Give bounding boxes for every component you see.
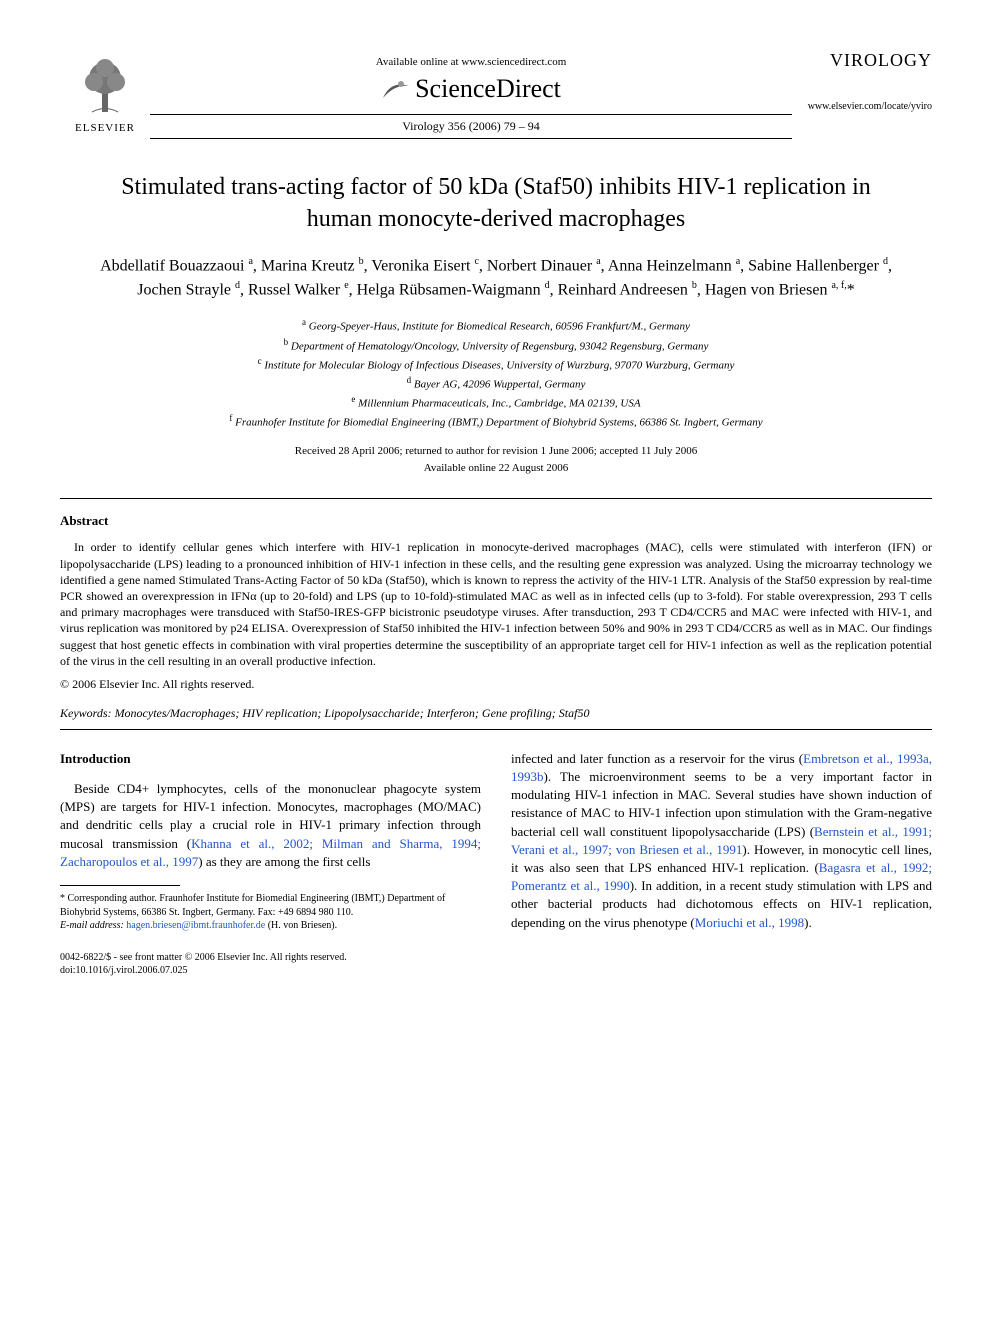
online-date: Available online 22 August 2006	[60, 460, 932, 477]
intro-paragraph-right: infected and later function as a reservo…	[511, 750, 932, 932]
email-label: E-mail address:	[60, 920, 124, 931]
body-columns: Introduction Beside CD4+ lymphocytes, ce…	[60, 750, 932, 977]
intro-right-start: infected and later function as a reservo…	[511, 751, 803, 766]
header-rule-top	[150, 114, 792, 115]
abstract-heading: Abstract	[60, 513, 932, 529]
received-date: Received 28 April 2006; returned to auth…	[60, 443, 932, 460]
article-title: Stimulated trans-acting factor of 50 kDa…	[100, 171, 892, 236]
authors-list: Abdellatif Bouazzaoui a, Marina Kreutz b…	[80, 254, 912, 303]
intro-paragraph-left: Beside CD4+ lymphocytes, cells of the mo…	[60, 780, 481, 871]
available-online-text: Available online at www.sciencedirect.co…	[150, 56, 792, 68]
introduction-heading: Introduction	[60, 750, 481, 768]
email-link[interactable]: hagen.briesen@ibmt.fraunhofer.de	[126, 920, 265, 931]
page-container: ELSEVIER Available online at www.science…	[0, 0, 992, 1017]
doi-line: doi:10.1016/j.virol.2006.07.025	[60, 964, 481, 977]
sciencedirect-logo: ScienceDirect	[150, 74, 792, 104]
email-attribution: (H. von Briesen).	[268, 920, 337, 931]
journal-block: VIROLOGY www.elsevier.com/locate/yviro	[792, 50, 932, 112]
abstract-rule-top	[60, 498, 932, 499]
publisher-label: ELSEVIER	[60, 122, 150, 134]
header-row: ELSEVIER Available online at www.science…	[60, 50, 932, 143]
affiliations-list: a Georg-Speyer-Haus, Institute for Biome…	[60, 316, 932, 431]
article-dates: Received 28 April 2006; returned to auth…	[60, 443, 932, 476]
header-rule-bottom	[150, 138, 792, 139]
citation-link-moriuchi[interactable]: Moriuchi et al., 1998	[695, 915, 804, 930]
journal-url[interactable]: www.elsevier.com/locate/yviro	[792, 101, 932, 112]
right-column: infected and later function as a reservo…	[511, 750, 932, 977]
front-matter-line: 0042-6822/$ - see front matter © 2006 El…	[60, 951, 481, 964]
bottom-meta: 0042-6822/$ - see front matter © 2006 El…	[60, 951, 481, 977]
left-column: Introduction Beside CD4+ lymphocytes, ce…	[60, 750, 481, 977]
publisher-block: ELSEVIER	[60, 50, 150, 134]
abstract-text: In order to identify cellular genes whic…	[60, 539, 932, 669]
sciencedirect-swoosh-icon	[381, 78, 411, 104]
elsevier-tree-icon	[70, 50, 140, 120]
intro-left-after: ) as they are among the first cells	[198, 854, 370, 869]
intro-right-after4: ).	[804, 915, 812, 930]
sciencedirect-text: ScienceDirect	[415, 74, 561, 103]
footnote-rule	[60, 885, 180, 886]
journal-name: VIROLOGY	[792, 50, 932, 71]
center-header: Available online at www.sciencedirect.co…	[150, 50, 792, 143]
footnote-email-line: E-mail address: hagen.briesen@ibmt.fraun…	[60, 919, 481, 933]
corresponding-author-footnote: * Corresponding author. Fraunhofer Insti…	[60, 892, 481, 933]
keywords-line: Keywords: Monocytes/Macrophages; HIV rep…	[60, 706, 932, 721]
copyright-line: © 2006 Elsevier Inc. All rights reserved…	[60, 677, 932, 692]
footnote-corr: * Corresponding author. Fraunhofer Insti…	[60, 892, 481, 919]
keywords-label: Keywords:	[60, 706, 112, 720]
abstract-body: In order to identify cellular genes whic…	[60, 539, 932, 669]
journal-reference: Virology 356 (2006) 79 – 94	[150, 119, 792, 134]
abstract-rule-bottom	[60, 729, 932, 730]
keywords-value: Monocytes/Macrophages; HIV replication; …	[115, 706, 590, 720]
